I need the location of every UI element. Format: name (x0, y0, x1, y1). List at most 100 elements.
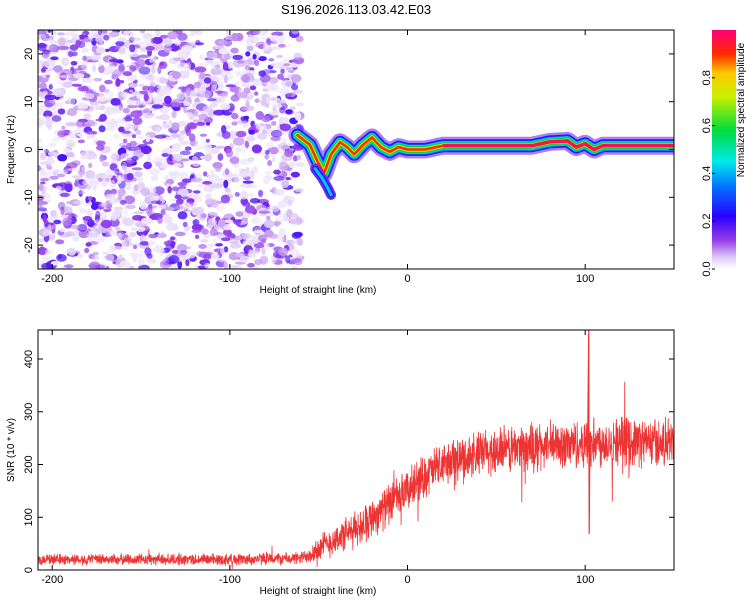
noise-blob (268, 76, 279, 84)
noise-blob (221, 237, 231, 242)
noise-blob (179, 150, 191, 156)
noise-blob (137, 182, 146, 189)
noise-blob (49, 40, 59, 45)
noise-blob (55, 239, 65, 245)
colorbar-tick-label: 0.8 (701, 70, 713, 85)
noise-blob (261, 129, 267, 135)
noise-blob (145, 134, 150, 143)
noise-blob (69, 224, 80, 230)
noise-blob (99, 218, 105, 222)
noise-blob (138, 264, 150, 269)
noise-blob (233, 137, 245, 146)
noise-blob (227, 264, 238, 269)
noise-blob (250, 216, 261, 225)
noise-blob (211, 199, 219, 209)
noise-blob (133, 245, 137, 250)
noise-blob (82, 55, 87, 61)
noise-blob (207, 204, 212, 208)
noise-blob (196, 121, 206, 126)
noise-blob (249, 85, 257, 91)
noise-blob (149, 168, 160, 176)
noise-blob (57, 45, 70, 51)
noise-blob (117, 232, 123, 240)
colorbar-label: Normalized spectral amplitude (736, 42, 747, 177)
y-tick-label: -20 (23, 237, 35, 253)
noise-blob (82, 180, 90, 186)
noise-blob (67, 143, 74, 148)
noise-blob (182, 221, 188, 228)
noise-blob (263, 154, 271, 159)
noise-blob (151, 104, 164, 109)
noise-blob (38, 32, 42, 40)
noise-blob (190, 177, 203, 183)
noise-blob (131, 156, 139, 161)
noise-blob (87, 219, 95, 228)
noise-blob (204, 262, 211, 269)
noise-blob (235, 211, 244, 217)
noise-blob (288, 43, 293, 47)
noise-blob (209, 228, 218, 237)
noise-blob (59, 74, 71, 79)
noise-blob (178, 184, 187, 190)
noise-blob (63, 60, 69, 64)
noise-blob (200, 239, 209, 243)
noise-blob (194, 66, 207, 73)
noise-blob (235, 130, 247, 138)
noise-blob (83, 113, 92, 120)
noise-blob (49, 175, 59, 180)
noise-blob (50, 260, 60, 266)
noise-blob (152, 246, 165, 253)
noise-blob (285, 177, 291, 181)
noise-blob (42, 38, 53, 42)
noise-blob (77, 103, 89, 111)
noise-blob (46, 165, 53, 170)
noise-blob (266, 206, 271, 211)
y-tick-label: 0 (23, 567, 35, 573)
noise-blob (141, 107, 151, 116)
noise-blob (134, 171, 143, 178)
noise-blob (57, 37, 66, 47)
noise-blob (71, 83, 82, 87)
noise-blob (288, 161, 296, 168)
noise-blob (296, 154, 301, 161)
noise-blob (38, 246, 46, 256)
noise-blob (60, 169, 68, 175)
noise-blob (149, 58, 155, 63)
noise-blob (290, 248, 300, 257)
noise-blob (280, 117, 289, 122)
noise-blob (183, 104, 188, 114)
noise-blob (253, 243, 265, 249)
noise-blob (42, 49, 51, 55)
noise-blob (179, 70, 191, 76)
noise-blob (109, 65, 116, 72)
noise-blob (88, 32, 94, 40)
noise-blob (41, 67, 46, 73)
noise-blob (234, 192, 240, 197)
noise-blob (229, 156, 240, 165)
noise-blob (100, 202, 108, 208)
noise-blob (48, 44, 58, 53)
noise-blob (96, 140, 106, 146)
noise-blob (68, 130, 80, 138)
noise-blob (261, 115, 271, 123)
noise-blob (202, 105, 213, 112)
noise-blob (199, 133, 208, 137)
noise-blob (171, 110, 177, 119)
noise-blob (174, 205, 184, 210)
noise-blob (75, 119, 85, 128)
noise-blob (105, 106, 113, 112)
noise-blob (209, 169, 215, 175)
noise-blob (194, 234, 200, 239)
noise-blob (115, 41, 125, 47)
noise-blob (44, 149, 49, 154)
noise-blob (297, 238, 303, 246)
noise-blob (138, 104, 144, 108)
noise-blob (122, 30, 132, 35)
noise-blob (204, 193, 212, 201)
noise-blob (170, 236, 176, 241)
noise-blob (98, 125, 106, 133)
noise-blob (122, 138, 128, 144)
noise-blob (192, 119, 204, 123)
noise-blob (230, 47, 239, 54)
